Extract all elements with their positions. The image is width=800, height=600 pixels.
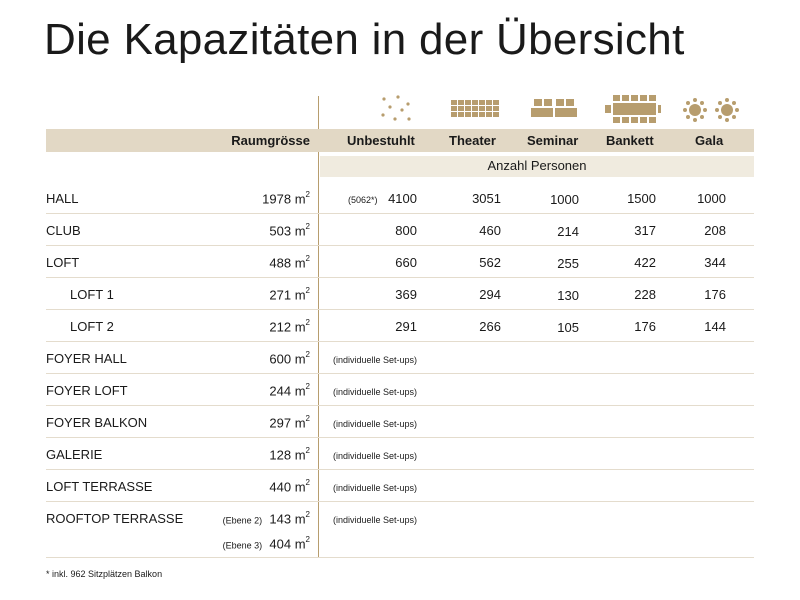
room-area-level-3: (Ebene 3) 404 m2 — [222, 535, 310, 552]
value-unbestuhlt: 291 — [395, 319, 417, 334]
room-area: 488 m2 — [269, 254, 310, 271]
table-row: GALERIE 128 m2 (individuelle Set-ups) — [0, 438, 800, 470]
row-separator — [46, 341, 754, 342]
room-name: HALL — [46, 191, 79, 206]
table-row: ROOFTOP TERRASSE (Ebene 2) 143 m2 (Ebene… — [0, 502, 800, 558]
value-seminar: 214 — [557, 224, 579, 239]
room-name: GALERIE — [46, 447, 103, 462]
header-band — [46, 129, 754, 152]
table-row: LOFT 1 271 m2 369 294 130 228 176 — [0, 278, 800, 310]
setup-note: (individuelle Set-ups) — [333, 483, 418, 493]
setup-note: (individuelle Set-ups) — [333, 355, 418, 365]
table-row: FOYER LOFT 244 m2 (individuelle Set-ups) — [0, 374, 800, 406]
room-name: LOFT — [46, 255, 80, 270]
row-separator — [46, 245, 754, 246]
value-unbestuhlt: 800 — [395, 223, 417, 238]
setup-note: (individuelle Set-ups) — [333, 451, 418, 461]
banquet-table-icon — [605, 95, 661, 123]
room-area: 600 m2 — [269, 350, 310, 367]
theater-seating-icon — [451, 100, 499, 117]
row-separator — [46, 437, 754, 438]
value-gala: 176 — [704, 287, 726, 302]
table-row: FOYER BALKON 297 m2 (individuelle Set-up… — [0, 406, 800, 438]
setup-note: (individuelle Set-ups) — [333, 515, 418, 525]
room-name: LOFT 1 — [70, 287, 114, 302]
room-area-level-2: (Ebene 2) 143 m2 — [222, 510, 310, 527]
room-area: 271 m2 — [269, 286, 310, 303]
subheader-band — [320, 156, 754, 177]
value-unbestuhlt: 4100 — [388, 191, 417, 206]
row-separator — [46, 405, 754, 406]
page-title: Die Kapazitäten in der Übersicht — [44, 15, 685, 64]
value-bankett: 228 — [634, 287, 656, 302]
room-name: ROOFTOP TERRASSE — [46, 511, 184, 526]
row-separator — [46, 373, 754, 374]
value-seminar: 130 — [557, 288, 579, 303]
gala-round-tables-icon — [683, 98, 739, 122]
room-area: 440 m2 — [269, 478, 310, 495]
value-theater: 294 — [479, 287, 501, 302]
value-theater: 562 — [479, 255, 501, 270]
room-name: LOFT TERRASSE — [46, 479, 153, 494]
value-bankett: 1500 — [627, 191, 656, 206]
room-area: 212 m2 — [269, 318, 310, 335]
value-theater: 460 — [479, 223, 501, 238]
row-separator — [46, 557, 754, 558]
header-unbestuhlt: Unbestuhlt — [347, 133, 415, 148]
room-area: 128 m2 — [269, 446, 310, 463]
room-name: FOYER HALL — [46, 351, 127, 366]
scattered-dots-icon — [381, 95, 411, 121]
value-gala: 208 — [704, 223, 726, 238]
room-name: FOYER BALKON — [46, 415, 148, 430]
value-bankett: 422 — [634, 255, 656, 270]
value-bankett: 317 — [634, 223, 656, 238]
row-separator — [46, 469, 754, 470]
table-row: FOYER HALL 600 m2 (individuelle Set-ups) — [0, 342, 800, 374]
row-separator — [46, 309, 754, 310]
room-area: 297 m2 — [269, 414, 310, 431]
room-name: CLUB — [46, 223, 81, 238]
footnote: * inkl. 962 Sitzplätzen Balkon — [46, 569, 163, 579]
value-theater: 3051 — [472, 191, 501, 206]
subheader-anzahl-personen: Anzahl Personen — [487, 158, 587, 173]
value-theater: 266 — [479, 319, 501, 334]
room-area: 503 m2 — [269, 222, 310, 239]
row-separator — [46, 213, 754, 214]
hall-note: (5062*) — [348, 195, 378, 205]
table-row: LOFT 2 212 m2 291 266 105 176 144 — [0, 310, 800, 342]
table-row: CLUB 503 m2 800 460 214 317 208 — [0, 214, 800, 246]
value-unbestuhlt: 369 — [395, 287, 417, 302]
header-theater: Theater — [449, 133, 496, 148]
value-seminar: 255 — [557, 256, 579, 271]
value-bankett: 176 — [634, 319, 656, 334]
value-unbestuhlt: 660 — [395, 255, 417, 270]
table-row: LOFT TERRASSE 440 m2 (individuelle Set-u… — [0, 470, 800, 502]
column-divider — [318, 96, 319, 558]
header-raumgroesse: Raumgrösse — [231, 133, 310, 148]
header-gala: Gala — [695, 133, 724, 148]
table-row: LOFT 488 m2 660 562 255 422 344 — [0, 246, 800, 278]
value-seminar: 1000 — [550, 192, 579, 207]
value-seminar: 105 — [557, 320, 579, 335]
header-seminar: Seminar — [527, 133, 579, 148]
room-name: LOFT 2 — [70, 319, 114, 334]
room-name: FOYER LOFT — [46, 383, 128, 398]
row-separator — [46, 501, 754, 502]
header-bankett: Bankett — [606, 133, 654, 148]
setup-note: (individuelle Set-ups) — [333, 387, 418, 397]
room-area: 244 m2 — [269, 382, 310, 399]
seminar-tables-icon — [531, 99, 577, 117]
value-gala: 344 — [704, 255, 726, 270]
seating-icons — [0, 95, 800, 125]
table-row: HALL 1978 m2 (5062*) 4100 3051 1000 1500… — [0, 182, 800, 214]
room-area: 1978 m2 — [262, 190, 310, 207]
setup-note: (individuelle Set-ups) — [333, 419, 418, 429]
value-gala: 144 — [704, 319, 726, 334]
value-gala: 1000 — [697, 191, 726, 206]
row-separator — [46, 277, 754, 278]
